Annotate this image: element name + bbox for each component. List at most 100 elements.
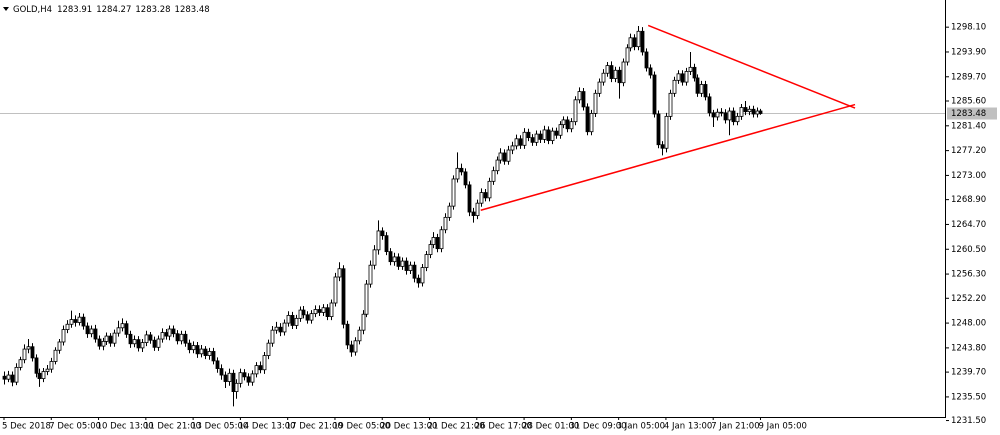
y-tick-label: 1285.60 [951,97,986,107]
y-tick-label: 1277.20 [951,146,986,156]
candle-body [108,335,113,344]
y-tick-label: 1281.40 [951,121,986,131]
x-tick-label: 26 Dec 17:00 [475,422,532,432]
candle-body [376,230,381,251]
candle-body [471,211,476,216]
candle-body [73,319,78,323]
x-tick-label: 14 Dec 13:00 [238,422,295,432]
candle-body [388,251,393,263]
candle-body [164,332,169,337]
candle-body [625,47,630,63]
candle-body [554,130,559,136]
candle-body [148,334,153,341]
candle-body [227,372,232,382]
candle-body [223,374,228,382]
candle-body [136,339,141,349]
x-tick-label: 21 Dec 21:00 [428,422,485,432]
candle-body [428,244,433,255]
candle-body [353,340,358,353]
candle-body [617,69,622,84]
header-low: 1283.28 [135,5,170,15]
candle-body [727,110,732,121]
candle-body [467,184,472,213]
candle-body [219,368,224,376]
candle-body [120,323,125,329]
candle-body [703,84,708,98]
candle-body [305,314,310,321]
candle-body [242,372,247,378]
candle-body [408,264,413,271]
candle-body [93,328,98,340]
y-tick-label: 1252.20 [951,294,986,304]
candle-body [699,84,704,94]
candle-body [416,277,421,284]
candle-body [644,51,649,69]
candle-body [313,309,318,315]
y-tick-label: 1293.90 [951,47,986,57]
candle-body [357,329,362,342]
candle-body [191,345,196,351]
y-tick-label: 1273.00 [951,171,986,181]
candle-body [364,283,369,315]
candle-body [684,71,689,83]
candle-body [337,268,342,278]
candle-body [585,106,590,133]
candle-body [175,333,180,342]
menu-triangle[interactable] [3,7,9,11]
candle-body [69,319,74,325]
candle-body [558,124,563,136]
candle-body [266,342,271,356]
candle-body [203,348,208,356]
candle-body [116,327,121,334]
y-tick-label: 1268.90 [951,195,986,205]
candle-body [735,115,740,123]
candle-body [755,110,760,115]
candle-body [396,256,401,267]
candle-body [49,361,54,370]
candle-body [435,237,440,250]
candle-body [695,77,700,94]
candle-body [282,322,287,333]
candle-body [640,30,645,53]
candle-body [215,360,220,369]
x-tick-label: 13 Dec 05:00 [191,422,248,432]
candle-body [487,180,492,199]
candle-body [61,329,66,343]
candle-body [246,376,251,383]
candle-body [404,260,409,271]
candle-body [660,144,665,149]
header-high: 1284.27 [96,5,131,15]
candle-body [758,110,763,114]
candle-body [160,332,165,340]
candle-body [656,113,661,146]
trendline [480,103,856,211]
x-tick-label: 4 Jan 13:00 [664,422,712,432]
candle-body [85,325,90,335]
candle-body [676,73,681,81]
candle-body [565,119,570,130]
candle-body [171,328,176,335]
y-tick-label: 1298.10 [951,23,986,33]
candle-body [479,192,484,204]
candle-body [372,249,377,266]
candle-body [502,152,507,162]
candle-body [707,96,712,114]
candle-body [514,138,519,147]
candle-body [211,351,216,362]
candle-body [747,108,752,113]
candle-body [506,149,511,162]
candle-body [124,323,129,335]
candle-body [609,65,614,79]
header-open: 1283.91 [57,5,92,15]
candle-body [231,372,236,393]
candle-body [317,309,322,313]
candle-body [400,260,405,267]
candle-body [692,66,697,79]
candle-body [628,37,633,49]
candle-body [30,346,35,359]
candle-body [424,254,429,268]
candle-body [577,91,582,101]
price-label: 1283.48 [951,109,986,119]
candle-body [34,357,39,374]
